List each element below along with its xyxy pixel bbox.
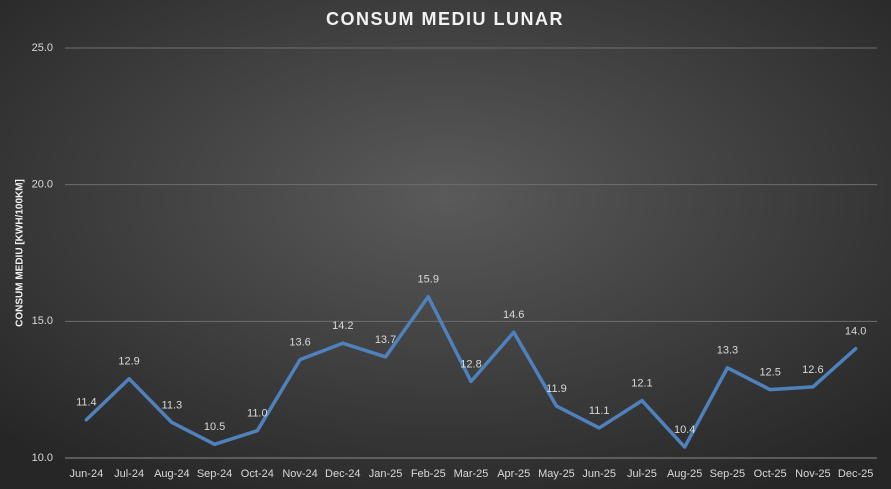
x-tick-label: Dec-25 <box>838 468 873 480</box>
data-label: 14.0 <box>845 326 866 338</box>
data-label: 10.4 <box>674 424 695 436</box>
x-tick-label: Apr-25 <box>497 468 530 480</box>
data-label: 12.8 <box>460 358 481 370</box>
x-tick-label: Jul-25 <box>627 468 657 480</box>
data-label: 12.1 <box>631 378 652 390</box>
x-tick-label: Sep-25 <box>710 468 745 480</box>
chart-title: CONSUM MEDIU LUNAR <box>326 9 564 29</box>
data-label: 11.1 <box>589 405 610 417</box>
data-label: 11.4 <box>76 397 97 409</box>
data-label: 13.3 <box>717 345 738 357</box>
data-label: 13.6 <box>289 337 310 349</box>
x-tick-label: Aug-25 <box>667 468 702 480</box>
data-label: 10.5 <box>204 421 225 433</box>
data-line <box>84 294 858 449</box>
x-tick-label: Jun-25 <box>582 468 616 480</box>
data-label: 14.6 <box>503 309 524 321</box>
x-tick-label: Dec-24 <box>325 468 360 480</box>
data-label: 15.9 <box>418 274 439 286</box>
data-label: 14.2 <box>332 320 353 332</box>
x-tick-label: Jul-24 <box>114 468 144 480</box>
x-tick-label: Nov-24 <box>282 468 317 480</box>
data-label: 11.0 <box>247 408 268 420</box>
y-tick-label: 25.0 <box>32 42 53 54</box>
data-label: 12.6 <box>802 364 823 376</box>
y-tick-label: 20.0 <box>32 179 53 191</box>
data-label: 11.9 <box>546 383 567 395</box>
x-tick-label: Nov-25 <box>795 468 830 480</box>
data-label: 12.9 <box>118 356 139 368</box>
x-tick-label: May-25 <box>538 468 575 480</box>
x-tick-label: Mar-25 <box>454 468 489 480</box>
y-tick-label: 10.0 <box>32 452 53 464</box>
x-tick-label: Sep-24 <box>197 468 232 480</box>
y-axis-label: CONSUM MEDIU [KWH/100KM] <box>15 179 26 327</box>
data-label: 13.7 <box>375 334 396 346</box>
x-tick-label: Oct-24 <box>241 468 274 480</box>
data-label: 11.3 <box>162 399 183 411</box>
x-tick-label: Jan-25 <box>369 468 403 480</box>
data-label: 12.5 <box>759 367 780 379</box>
x-tick-label: Oct-25 <box>754 468 787 480</box>
x-tick-label: Aug-24 <box>154 468 189 480</box>
x-tick-label: Feb-25 <box>411 468 446 480</box>
y-tick-label: 15.0 <box>32 315 53 327</box>
x-tick-label: Jun-24 <box>70 468 104 480</box>
